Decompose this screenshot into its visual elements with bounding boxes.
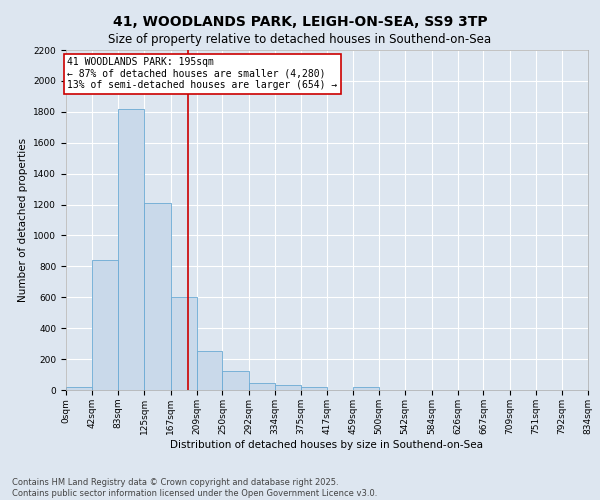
Bar (197, 350, 223, 390)
Text: Size of property relative to detached houses in Southend-on-Sea: Size of property relative to detached ho… (109, 32, 491, 46)
Bar (92, 260, 118, 390)
Bar (353, 387, 379, 390)
Text: Contains HM Land Registry data © Crown copyright and database right 2025.
Contai: Contains HM Land Registry data © Crown c… (12, 478, 377, 498)
Text: 41 WOODLANDS PARK: 195sqm
← 87% of detached houses are smaller (4,280)
13% of se: 41 WOODLANDS PARK: 195sqm ← 87% of detac… (67, 57, 338, 90)
Bar (66, 387, 92, 390)
Bar (301, 387, 327, 390)
Bar (118, 108, 144, 390)
X-axis label: Distribution of detached houses by size in Southend-on-Sea: Distribution of detached houses by size … (170, 440, 484, 450)
Bar (275, 386, 301, 390)
Bar (170, 298, 197, 390)
Bar (249, 383, 275, 390)
Text: 41, WOODLANDS PARK, LEIGH-ON-SEA, SS9 3TP: 41, WOODLANDS PARK, LEIGH-ON-SEA, SS9 3T… (113, 15, 487, 29)
Bar (144, 203, 170, 390)
Bar (223, 370, 249, 390)
Y-axis label: Number of detached properties: Number of detached properties (18, 138, 28, 302)
